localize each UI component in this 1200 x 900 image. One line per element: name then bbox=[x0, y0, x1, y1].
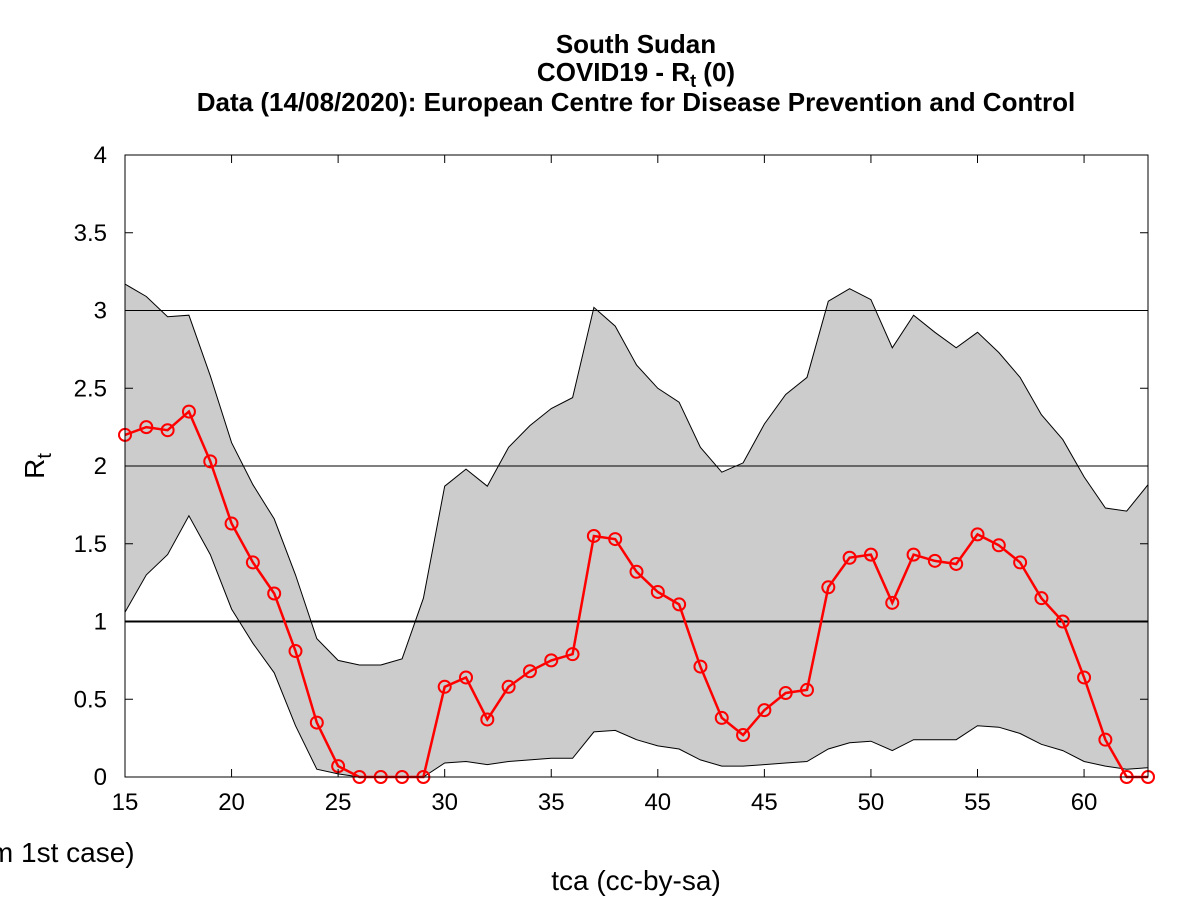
x-tick-label-60: 60 bbox=[1071, 789, 1098, 816]
chart-title-metric: COVID19 - Rt (0) bbox=[537, 57, 735, 91]
rt-point-day-32 bbox=[480, 712, 495, 727]
rt-point-day-39 bbox=[629, 564, 644, 579]
reference-lines bbox=[125, 310, 1148, 623]
rt-point-day-54 bbox=[949, 556, 964, 571]
chart-title-source: Data (14/08/2020): European Centre for D… bbox=[197, 87, 1075, 117]
x-tick-label-50: 50 bbox=[858, 789, 885, 816]
rt-point-day-50 bbox=[863, 547, 878, 562]
rt-point-day-58 bbox=[1034, 591, 1049, 606]
rt-point-day-47 bbox=[800, 682, 814, 697]
rt-point-day-53 bbox=[927, 553, 942, 568]
rt-point-day-51 bbox=[885, 595, 900, 610]
rt-point-day-18 bbox=[181, 404, 196, 419]
chart-title-country: South Sudan bbox=[556, 29, 716, 59]
confidence-band bbox=[124, 283, 1149, 778]
x-axis-label: t (days from 1st case) bbox=[0, 837, 135, 868]
credit-label: tca (cc-by-sa) bbox=[551, 865, 721, 896]
rt-point-day-43 bbox=[714, 710, 729, 725]
y-tick-label-1.5: 1.5 bbox=[74, 531, 107, 558]
x-tick-label-15: 15 bbox=[112, 789, 139, 816]
rt-point-day-59 bbox=[1055, 614, 1070, 629]
y-tick-label-0.5: 0.5 bbox=[74, 686, 107, 713]
rt-point-day-48 bbox=[821, 580, 836, 595]
y-tick-label-2: 2 bbox=[94, 453, 107, 480]
x-tick-label-40: 40 bbox=[644, 789, 671, 816]
rt-point-day-40 bbox=[650, 584, 665, 599]
rt-point-day-55 bbox=[970, 527, 985, 542]
rt-point-day-21 bbox=[245, 555, 260, 570]
rt-point-day-45 bbox=[757, 703, 772, 718]
y-axis-label: Rt bbox=[19, 453, 56, 479]
rt-point-day-22 bbox=[267, 586, 282, 601]
rt-point-day-36 bbox=[565, 647, 580, 662]
rt-point-day-24 bbox=[309, 715, 324, 730]
band-upper-edge bbox=[124, 283, 1149, 666]
x-tick-label-35: 35 bbox=[538, 789, 565, 816]
y-tick-label-4: 4 bbox=[94, 142, 107, 169]
rt-line bbox=[124, 409, 1148, 779]
rt-point-day-42 bbox=[693, 659, 708, 674]
y-tick-label-3.5: 3.5 bbox=[74, 220, 107, 247]
rt-point-day-57 bbox=[1013, 555, 1028, 570]
x-tick-label-25: 25 bbox=[325, 789, 352, 816]
x-tick-label-45: 45 bbox=[751, 789, 778, 816]
y-tick-label-0: 0 bbox=[94, 764, 107, 791]
rt-point-day-20 bbox=[224, 516, 239, 531]
rt-series bbox=[118, 404, 1155, 784]
rt-point-day-17 bbox=[160, 423, 175, 438]
rt-point-day-30 bbox=[437, 679, 452, 694]
y-tick-label-3: 3 bbox=[94, 298, 107, 325]
x-tick-label-55: 55 bbox=[964, 789, 991, 816]
band-lower-edge bbox=[124, 514, 1149, 778]
rt-point-day-31 bbox=[459, 670, 473, 685]
rt-point-day-33 bbox=[501, 679, 516, 694]
rt-point-day-19 bbox=[203, 454, 218, 469]
band-area bbox=[125, 284, 1148, 777]
x-tick-label-20: 20 bbox=[218, 789, 245, 816]
rt-point-day-34 bbox=[522, 664, 537, 679]
x-tick-label-30: 30 bbox=[431, 789, 458, 816]
rt-point-day-61 bbox=[1098, 732, 1113, 747]
rt-point-day-56 bbox=[991, 538, 1006, 553]
rt-point-day-49 bbox=[842, 550, 857, 565]
rt-point-day-35 bbox=[544, 653, 559, 668]
rt-point-day-46 bbox=[778, 686, 793, 701]
rt-point-day-41 bbox=[672, 597, 687, 612]
rt-point-day-60 bbox=[1077, 670, 1092, 685]
rt-point-day-37 bbox=[586, 528, 601, 543]
rt-point-day-16 bbox=[139, 420, 154, 435]
rt-point-day-23 bbox=[288, 644, 303, 659]
y-tick-label-2.5: 2.5 bbox=[74, 375, 107, 402]
rt-point-day-38 bbox=[608, 532, 623, 547]
rt-point-day-52 bbox=[906, 547, 921, 562]
y-tick-label-1: 1 bbox=[94, 609, 107, 636]
rt-point-day-44 bbox=[736, 728, 751, 743]
axis-ticks: 15 20 25 30 35 40 45 50 55 60 0 0.5 1 1.5 2 2.5 3 3.5 4 bbox=[74, 142, 1148, 816]
